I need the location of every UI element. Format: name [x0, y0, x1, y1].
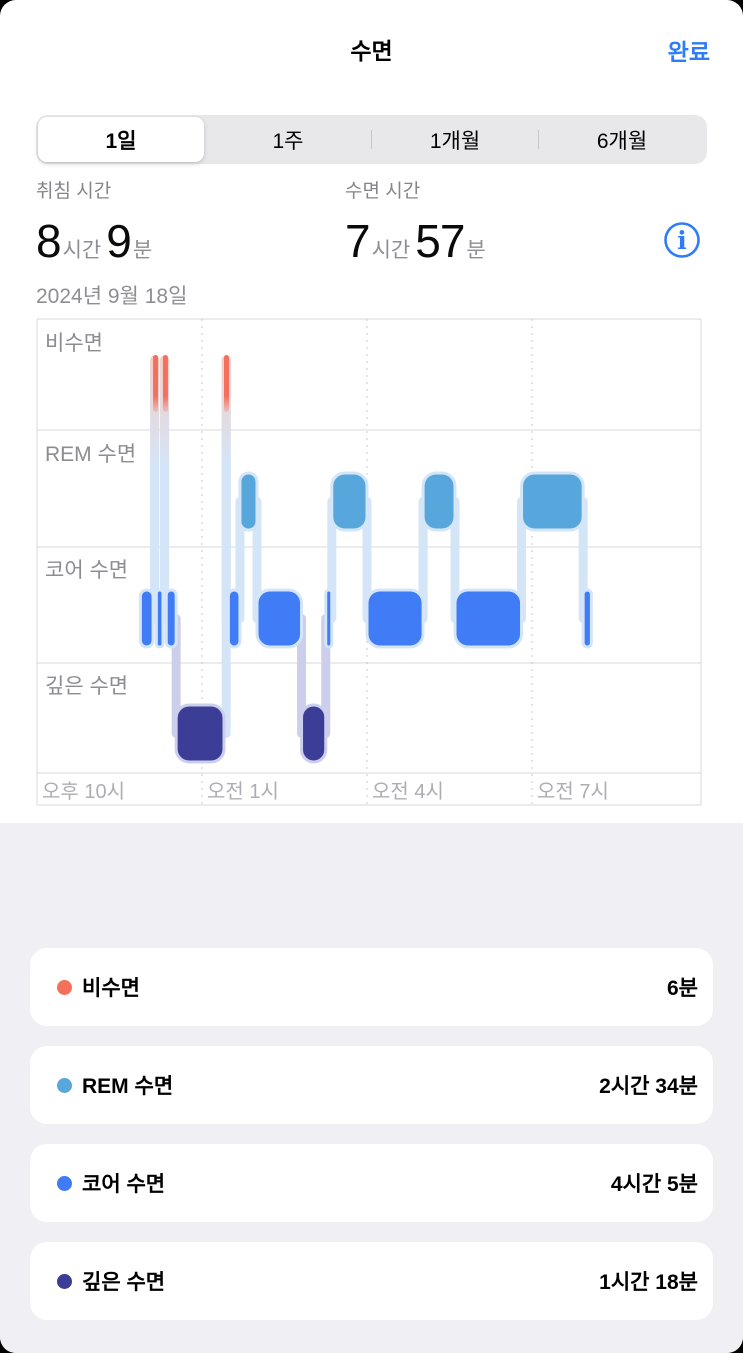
asleep-minutes-unit: 분 [466, 239, 486, 262]
stage-value: 1시간 18분 [599, 1271, 698, 1294]
done-button[interactable]: 완료 [668, 33, 710, 67]
svg-text:깊은 수면: 깊은 수면 [45, 675, 128, 698]
asleep-hours-unit: 시간 [371, 239, 411, 262]
in-bed-minutes-unit: 분 [132, 239, 153, 262]
period-tab-0[interactable]: 1일 [38, 117, 204, 162]
stat-in-bed: 취침 시간 8 시간 9 분 [36, 176, 157, 268]
svg-text:REM 수면: REM 수면 [45, 443, 136, 466]
core-dot-icon [57, 1175, 72, 1191]
period-tabs: 1일 1주 1개월 6개월 [36, 115, 707, 164]
segment-divider [371, 130, 372, 149]
info-icon: i [664, 222, 700, 258]
svg-text:i: i [677, 226, 687, 255]
svg-text:오전 4시: 오전 4시 [372, 780, 444, 803]
asleep-label: 수면 시간 [345, 181, 421, 202]
stat-asleep: 수면 시간 7 시간 57 분 [345, 176, 491, 268]
asleep-hours: 7 [345, 215, 371, 267]
stage-label: 깊은 수면 [82, 1271, 166, 1294]
in-bed-hours: 8 [36, 215, 62, 267]
stage-row-deep: 깊은 수면 1시간 18분 [30, 1242, 713, 1320]
svg-text:비수면: 비수면 [45, 332, 103, 355]
awake-dot-icon [57, 979, 72, 995]
period-tab-2[interactable]: 1개월 [372, 117, 538, 162]
stage-row-rem: REM 수면 2시간 34분 [30, 1046, 713, 1124]
date-label: 2024년 9월 18일 [36, 285, 188, 308]
asleep-value: 7 시간 57 분 [345, 214, 491, 268]
period-tab-3[interactable]: 6개월 [539, 117, 705, 162]
svg-text:오전 7시: 오전 7시 [537, 780, 609, 803]
svg-text:코어 수면: 코어 수면 [45, 559, 128, 582]
asleep-minutes: 57 [415, 215, 465, 267]
in-bed-minutes: 9 [106, 215, 132, 267]
page-title: 수면 [350, 38, 393, 64]
stage-value: 6분 [667, 977, 698, 1000]
stage-value: 2시간 34분 [599, 1075, 698, 1098]
stage-label: 비수면 [82, 977, 140, 1000]
svg-text:오전 1시: 오전 1시 [207, 780, 279, 803]
info-button[interactable]: i [662, 220, 702, 260]
in-bed-value: 8 시간 9 분 [36, 214, 157, 268]
in-bed-hours-unit: 시간 [62, 239, 102, 262]
period-tab-1[interactable]: 1주 [205, 117, 371, 162]
stage-label: 코어 수면 [82, 1173, 166, 1196]
stage-value: 4시간 5분 [610, 1173, 698, 1196]
stage-row-core: 코어 수면 4시간 5분 [30, 1144, 713, 1222]
stage-label: REM 수면 [82, 1075, 174, 1098]
svg-text:오후 10시: 오후 10시 [42, 780, 125, 803]
stage-row-awake: 비수면 6분 [30, 948, 713, 1026]
segment-divider [538, 130, 539, 149]
in-bed-label: 취침 시간 [36, 181, 112, 202]
deep-dot-icon [57, 1273, 72, 1289]
rem-dot-icon [57, 1077, 72, 1093]
